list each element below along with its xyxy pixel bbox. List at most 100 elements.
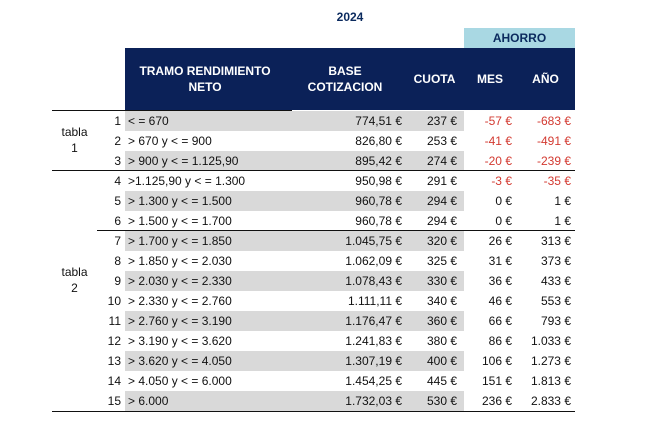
row-stripe (125, 391, 464, 411)
table-row: 14 > 4.050 y < = 6.000 1.454,25 € 445 € 151 … (52, 371, 575, 391)
cell-anio: 1 € (554, 214, 571, 228)
table-row: 15 > 6.000 1.732,03 € 530 € 236 € 2.833 € (52, 391, 575, 411)
cell-tramo: > 6.000 (128, 394, 169, 408)
cell-anio: 313 € (540, 234, 571, 248)
cell-anio: 793 € (540, 314, 571, 328)
cell-base: 1.454,25 € (345, 374, 402, 388)
cell-mes: 46 € (488, 294, 512, 308)
cell-tramo: > 2.330 y < = 2.760 (128, 294, 232, 308)
cell-base: 1.176,47 € (345, 314, 402, 328)
cell-anio: 1.273 € (530, 354, 571, 368)
cell-n: 14 (107, 374, 121, 388)
row-stripe (125, 111, 464, 131)
cell-cuota: 325 € (426, 254, 457, 268)
table-row: 2 > 670 y < = 900 826,80 € 253 € -41 € -491 € (52, 131, 575, 151)
cell-n: 6 (114, 214, 121, 228)
divider-top (52, 110, 292, 111)
header-tramo: TRAMO RENDIMIENTO NETO (125, 48, 285, 110)
cell-anio: 2.833 € (530, 394, 571, 408)
cell-n: 7 (114, 234, 121, 248)
cell-mes: 66 € (488, 314, 512, 328)
cell-cuota: 340 € (426, 294, 457, 308)
cell-n: 15 (107, 394, 121, 408)
cell-base: 895,42 € (355, 154, 402, 168)
cell-mes: -3 € (491, 174, 512, 188)
cell-base: 960,78 € (355, 194, 402, 208)
cell-n: 11 (108, 314, 121, 328)
cell-mes: 0 € (495, 214, 512, 228)
table-row: 1 < = 670 774,51 € 237 € -57 € -683 € (52, 111, 575, 131)
cell-anio: -491 € (536, 134, 571, 148)
cell-mes: -57 € (484, 114, 512, 128)
cell-cuota: 294 € (426, 214, 457, 228)
row-stripe (125, 151, 464, 171)
cell-mes: 106 € (481, 354, 512, 368)
cell-mes: 86 € (488, 334, 512, 348)
cell-anio: 1.813 € (530, 374, 571, 388)
group-label-tabla-1: tabla 1 (61, 125, 88, 155)
cell-tramo: > 4.050 y < = 6.000 (128, 374, 232, 388)
cell-tramo: >1.125,90 y < = 1.300 (128, 174, 246, 188)
cell-tramo: > 2.760 y < = 3.190 (128, 314, 232, 328)
cell-tramo: > 3.620 y < = 4.050 (128, 354, 232, 368)
cell-n: 8 (114, 254, 121, 268)
cell-n: 13 (107, 354, 121, 368)
row-stripe (125, 231, 464, 251)
cell-base: 1.111,11 € (347, 294, 402, 308)
year-title: 2024 (336, 10, 364, 24)
table-row: 13 > 3.620 y < = 4.050 1.307,19 € 400 € 106 … (52, 351, 575, 371)
row-stripe (125, 271, 464, 291)
cell-anio: 1 € (554, 194, 571, 208)
cell-base: 774,51 € (355, 114, 402, 128)
cell-base: 1.045,75 € (345, 234, 402, 248)
cell-n: 5 (114, 194, 121, 208)
cell-mes: 0 € (495, 194, 512, 208)
cell-anio: 1.033 € (530, 334, 571, 348)
row-stripe (125, 311, 464, 331)
cell-cuota: 360 € (426, 314, 457, 328)
cell-base: 1.732,03 € (345, 394, 402, 408)
header-base: BASE COTIZACION (285, 48, 405, 110)
cell-mes: 151 € (481, 374, 512, 388)
table-row: 8 > 1.850 y < = 2.030 1.062,09 € 325 € 31 € 3… (52, 251, 575, 271)
cell-anio: 433 € (540, 274, 571, 288)
cell-tramo: > 1.700 y < = 1.850 (128, 234, 232, 248)
cell-mes: 31 € (488, 254, 512, 268)
cell-n: 10 (107, 294, 121, 308)
table-row: 12 > 3.190 y < = 3.620 1.241,83 € 380 € 86 €… (52, 331, 575, 351)
cell-n: 3 (114, 154, 121, 168)
cell-cuota: 237 € (426, 114, 457, 128)
group-label-tabla-2: tabla 2 (61, 265, 88, 295)
table-row: 4 >1.125,90 y < = 1.300 950,98 € 291 € -3 € -… (52, 171, 575, 191)
row-stripe (125, 191, 464, 211)
cell-n: 12 (107, 334, 121, 348)
ahorro-header: AHORRO (464, 28, 575, 48)
cell-n: 1 (114, 114, 121, 128)
cell-tramo: > 3.190 y < = 3.620 (128, 334, 232, 348)
cell-mes: 236 € (481, 394, 512, 408)
header-cuota: CUOTA (405, 48, 464, 110)
cell-base: 960,78 € (355, 214, 402, 228)
cell-cuota: 291 € (426, 174, 457, 188)
cell-anio: 373 € (540, 254, 571, 268)
cell-mes: -20 € (484, 154, 512, 168)
header-anio: AÑO (516, 48, 575, 110)
divider-tabla-1 (52, 170, 575, 171)
cell-tramo: > 1.300 y < = 1.500 (128, 194, 232, 208)
cell-cuota: 320 € (426, 234, 457, 248)
header-mes: MES (464, 48, 516, 110)
cell-base: 1.307,19 € (345, 354, 402, 368)
cell-cuota: 294 € (426, 194, 457, 208)
cell-tramo: > 900 y < = 1.125,90 (128, 154, 239, 168)
cell-anio: -683 € (536, 114, 571, 128)
cell-anio: 553 € (540, 294, 571, 308)
cell-base: 1.241,83 € (345, 334, 402, 348)
cell-base: 950,98 € (355, 174, 402, 188)
divider-row-6 (97, 230, 575, 231)
cell-mes: -41 € (484, 134, 512, 148)
cell-anio: -239 € (536, 154, 571, 168)
cell-n: 2 (114, 134, 121, 148)
table-row: 6 > 1.500 y < = 1.700 960,78 € 294 € 0 € 1 € (52, 211, 575, 231)
cell-n: 4 (114, 174, 121, 188)
table-row: 9 > 2.030 y < = 2.330 1.078,43 € 330 € 36 € 4… (52, 271, 575, 291)
